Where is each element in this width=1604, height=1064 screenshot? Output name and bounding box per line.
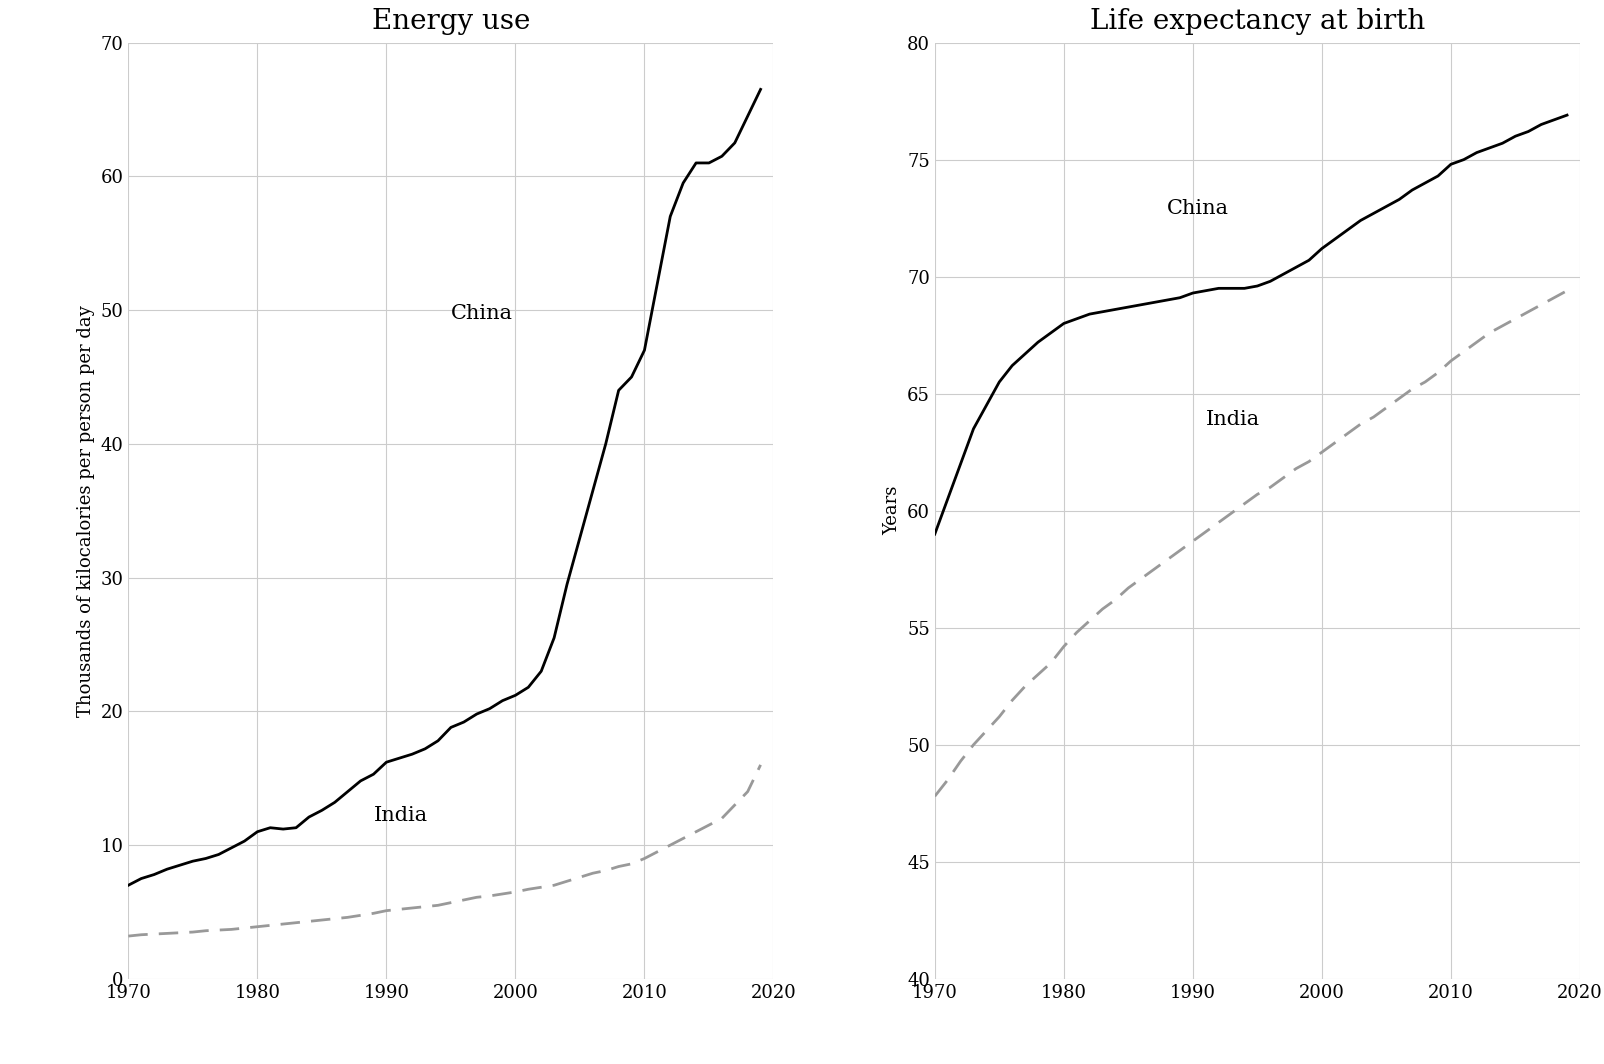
Y-axis label: Thousands of kilocalories per person per day: Thousands of kilocalories per person per… [77, 305, 95, 716]
Title: Life expectancy at birth: Life expectancy at birth [1089, 7, 1424, 35]
Text: China: China [1168, 199, 1229, 218]
Text: India: India [1206, 410, 1259, 429]
Text: India: India [374, 807, 428, 825]
Title: Energy use: Energy use [372, 7, 529, 35]
Text: China: China [451, 304, 513, 323]
Y-axis label: Years: Years [884, 486, 901, 535]
